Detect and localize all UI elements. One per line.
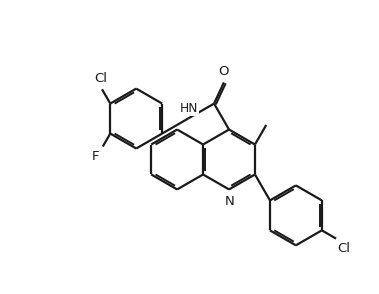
Text: Cl: Cl [337,242,350,255]
Text: O: O [219,65,229,78]
Text: HN: HN [180,103,199,116]
Text: N: N [225,195,235,208]
Text: Cl: Cl [95,72,108,85]
Text: F: F [92,150,99,163]
